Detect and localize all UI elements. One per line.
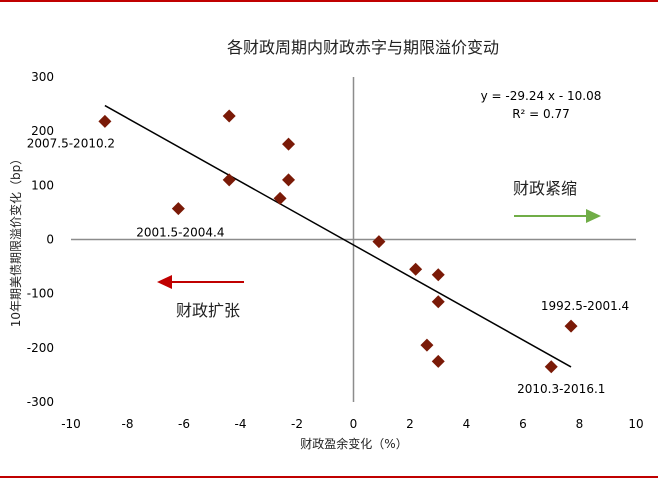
- data-point: [420, 338, 434, 352]
- x-tick-label: 6: [519, 417, 527, 431]
- point-label: 2001.5-2004.4: [136, 226, 224, 240]
- y-tick-label: 200: [31, 124, 54, 138]
- annotation-label: 财政紧缩: [513, 179, 577, 198]
- data-point: [222, 173, 236, 187]
- point-label: 2010.3-2016.1: [517, 382, 605, 396]
- data-point: [282, 173, 296, 187]
- data-point: [544, 360, 558, 374]
- trendline: [104, 104, 572, 368]
- x-axis-label: 财政盈余变化（%）: [300, 436, 407, 451]
- y-tick-label: -200: [27, 341, 54, 355]
- trendline-r2: R² = 0.77: [512, 107, 570, 121]
- data-point: [409, 262, 423, 276]
- annotation-arrow-head: [157, 275, 172, 289]
- point-label: 1992.5-2001.4: [541, 299, 629, 313]
- data-points: [98, 109, 578, 374]
- annotation-label: 财政扩张: [176, 301, 240, 320]
- data-point: [282, 137, 296, 151]
- x-tick-label: 4: [463, 417, 471, 431]
- data-point: [564, 319, 578, 333]
- point-label: 2007.5-2010.2: [27, 136, 115, 150]
- tick-labels: -10 -8 -6 -4 -2 0 2 4 6 8 10 -300 -200 -100 0 100 200 300: [27, 70, 644, 431]
- y-tick-label: -300: [27, 395, 54, 409]
- trendline-equation: y = -29.24 x - 10.08: [481, 89, 602, 103]
- x-tick-label: 10: [628, 417, 643, 431]
- y-tick-label: 0: [46, 233, 54, 247]
- data-point: [431, 295, 445, 309]
- y-axis-label: 10年期美债期限溢价变化（bp）: [8, 153, 23, 328]
- data-point: [273, 191, 287, 205]
- x-tick-label: -6: [178, 417, 190, 431]
- point-labels: 2007.5-2010.2 2001.5-2004.4 1992.5-2001.4 2…: [27, 136, 629, 395]
- x-tick-label: -4: [235, 417, 247, 431]
- data-point: [98, 114, 112, 128]
- axes: [71, 77, 636, 402]
- x-tick-label: 0: [350, 417, 358, 431]
- y-tick-label: -100: [27, 287, 54, 301]
- y-tick-label: 100: [31, 178, 54, 192]
- data-point: [431, 354, 445, 368]
- data-point: [431, 268, 445, 282]
- frame-top-line: [0, 0, 658, 2]
- x-tick-label: -10: [61, 417, 81, 431]
- frame-bottom-line: [0, 476, 658, 478]
- data-point: [171, 202, 185, 216]
- y-tick-label: 300: [31, 70, 54, 84]
- data-point: [372, 235, 386, 249]
- chart-title: 各财政周期内财政赤字与期限溢价变动: [227, 38, 499, 57]
- data-point: [222, 109, 236, 123]
- x-tick-label: -8: [122, 417, 134, 431]
- x-tick-label: 8: [576, 417, 584, 431]
- x-tick-label: 2: [406, 417, 414, 431]
- x-tick-label: -2: [291, 417, 303, 431]
- trendline-group: [104, 104, 572, 368]
- annotation-arrow-head: [586, 209, 601, 223]
